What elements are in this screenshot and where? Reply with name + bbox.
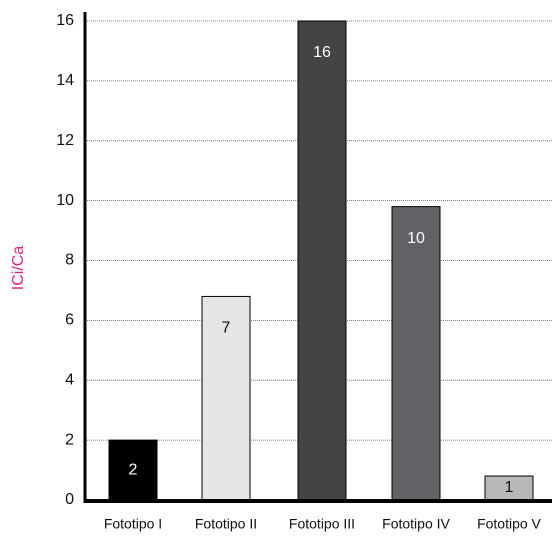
x-tick-label: Fototipo IV — [382, 516, 450, 532]
data-label: 1 — [505, 479, 514, 496]
bar — [201, 295, 251, 501]
y-tick-label: 10 — [56, 192, 74, 209]
data-label: 16 — [313, 44, 331, 61]
y-tick-label: 6 — [65, 312, 74, 329]
y-tick-label: 2 — [65, 431, 74, 448]
x-tick-label: Fototipo V — [477, 516, 541, 532]
y-tick-label: 0 — [65, 491, 74, 508]
x-tick-label: Fototipo I — [104, 516, 162, 532]
data-label: 10 — [407, 230, 425, 247]
bar — [297, 20, 347, 501]
y-tick-label: 16 — [56, 12, 74, 29]
y-tick-label: 14 — [56, 72, 74, 89]
bar — [108, 439, 158, 501]
data-label: 2 — [129, 461, 138, 478]
x-tick-labels: Fototipo I Fototipo II Fototipo III Fototip… — [104, 516, 542, 532]
x-tick-label: Fototipo II — [195, 516, 257, 532]
y-tick-label: 8 — [65, 252, 74, 269]
axes — [83, 12, 552, 503]
y-tick-label: 12 — [56, 132, 74, 149]
y-axis-label: ICi/Ca — [10, 246, 27, 291]
bars — [108, 20, 534, 501]
bar — [391, 206, 441, 501]
x-tick-label: Fototipo III — [289, 516, 355, 532]
y-tick-label: 4 — [65, 371, 74, 388]
data-label: 7 — [222, 320, 231, 337]
y-tick-labels: 0 2 4 6 8 10 12 14 16 — [56, 12, 74, 508]
data-labels: 2 7 16 10 1 — [129, 44, 514, 496]
